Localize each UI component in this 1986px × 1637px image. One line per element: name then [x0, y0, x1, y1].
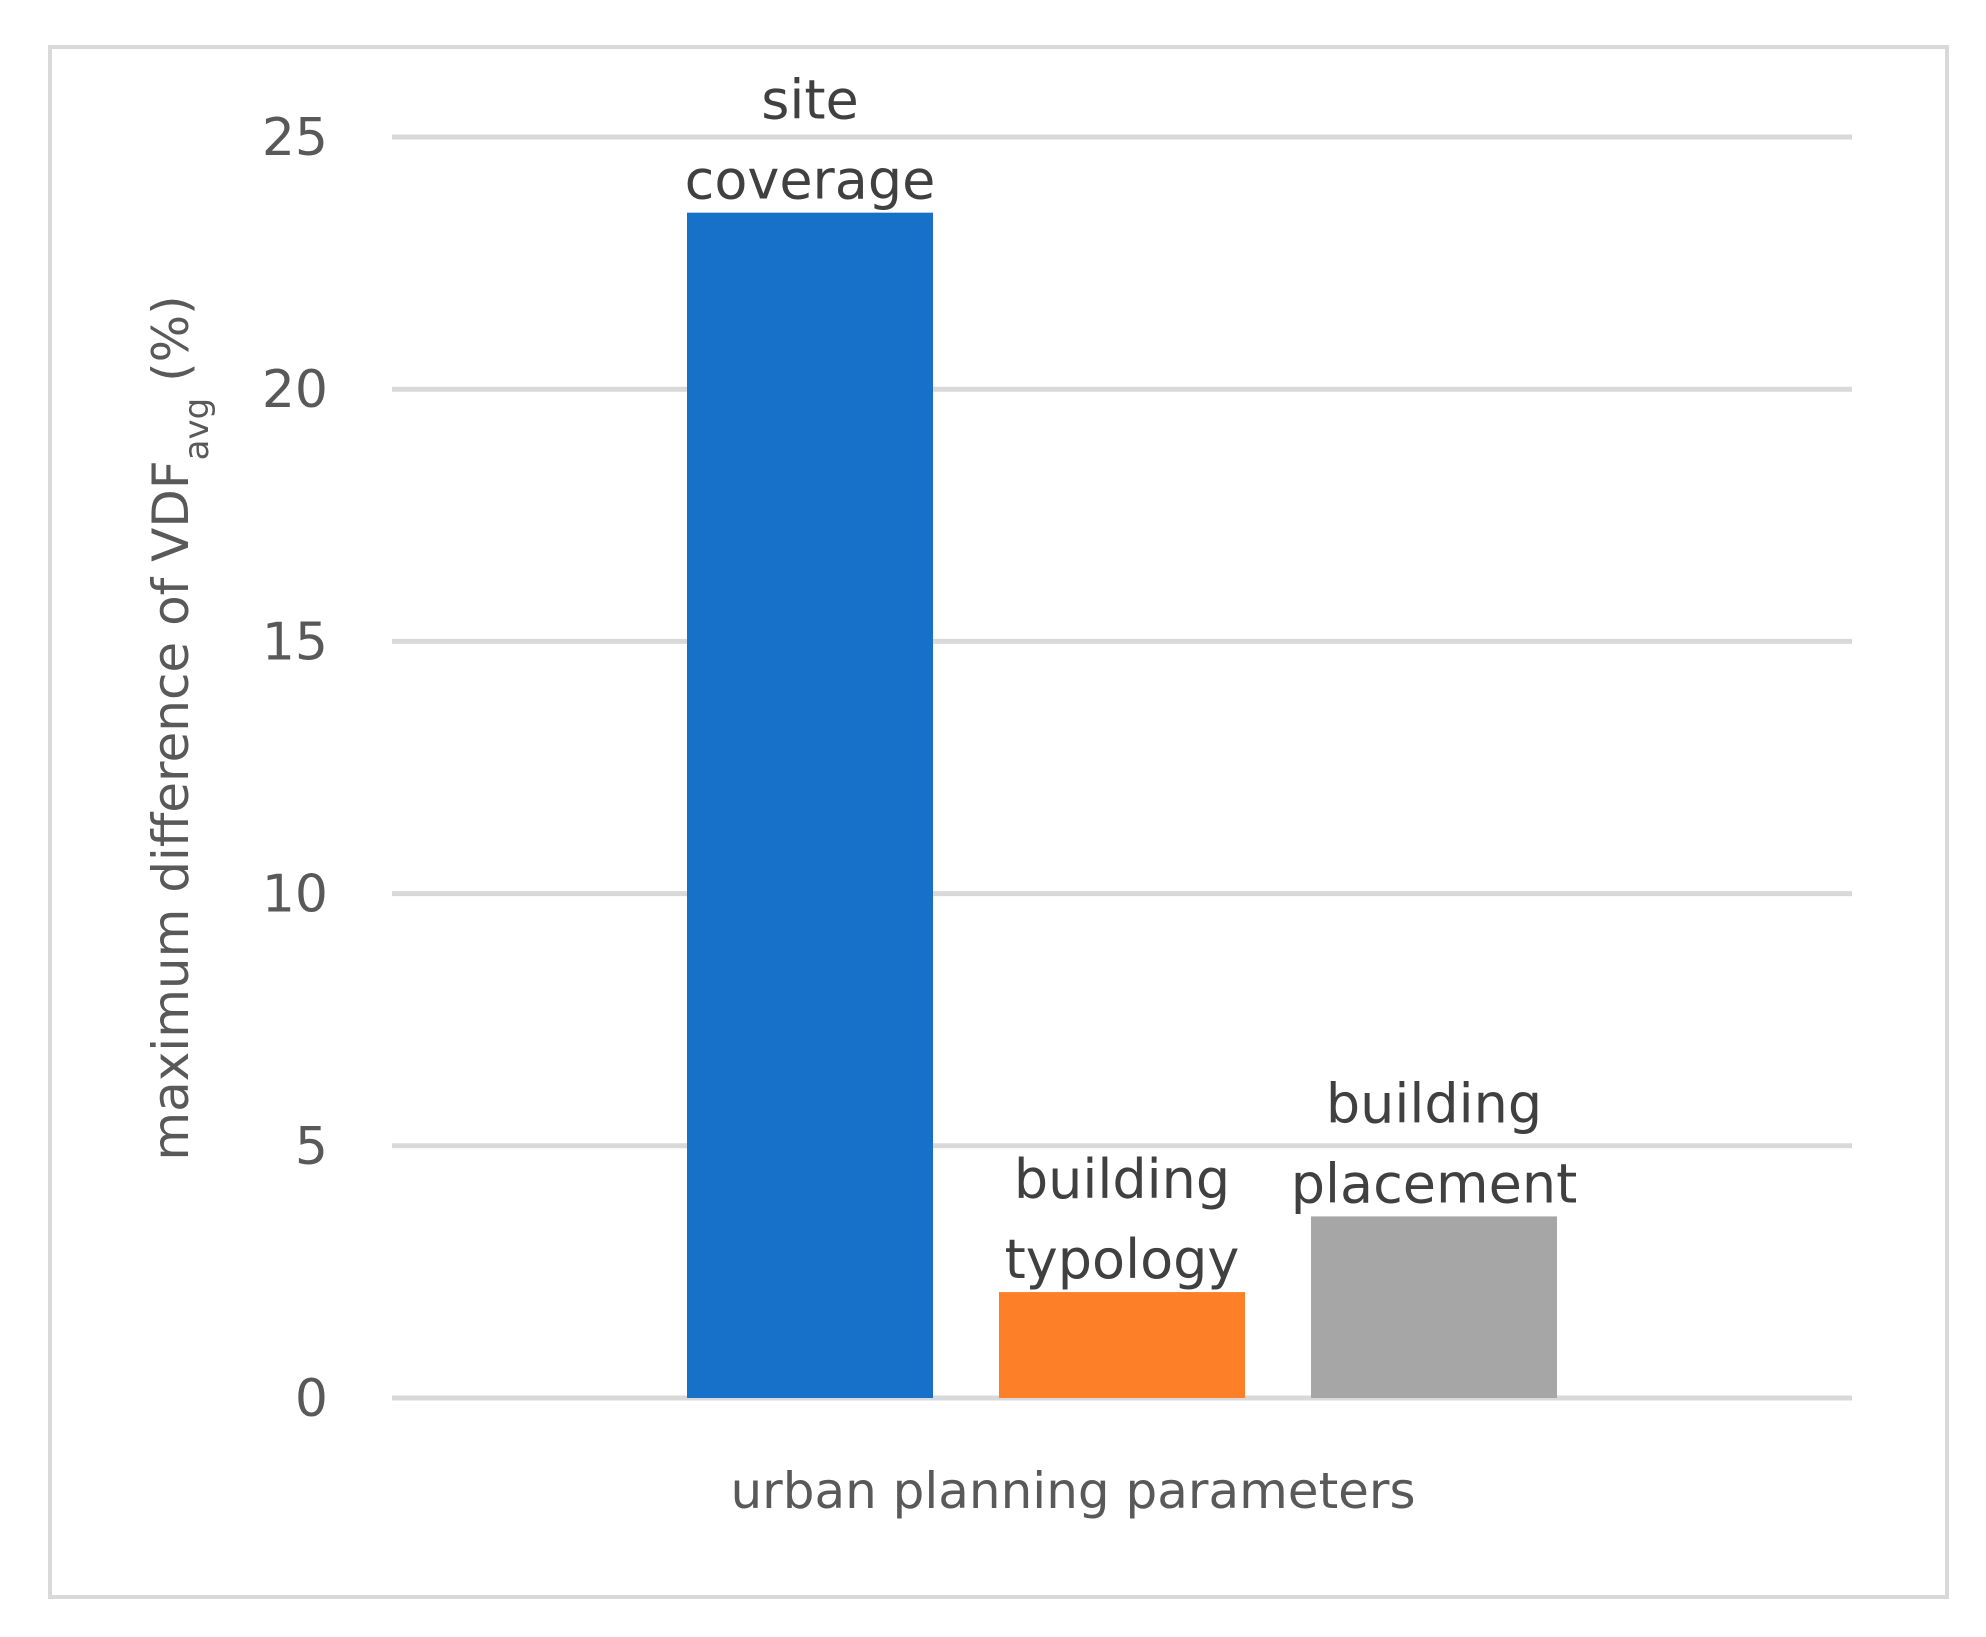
data-label-line: building — [1014, 1148, 1230, 1211]
gridlines — [392, 134, 1852, 1401]
chart-frame — [48, 45, 1949, 1599]
y-tick-label: 10 — [262, 865, 328, 925]
data-label-line: coverage — [685, 149, 936, 212]
y-tick-label: 5 — [295, 1117, 328, 1177]
y-axis-title-main: maximum difference of VDF — [142, 460, 200, 1160]
bar — [687, 212, 933, 1398]
data-label-line: typology — [1005, 1228, 1240, 1291]
data-label: site coverage — [685, 69, 936, 212]
y-axis-ticks: 0 5 10 15 20 25 — [262, 108, 328, 1429]
data-labels: site coverage building typology building plac… — [685, 69, 1578, 1291]
bar — [1311, 1216, 1557, 1398]
y-tick-label: 0 — [295, 1369, 328, 1429]
y-axis-title: maximum difference of VDFavg (%) — [142, 295, 217, 1160]
y-axis-title-unit: (%) — [142, 295, 200, 397]
data-label-line: building — [1326, 1072, 1542, 1135]
y-axis-title-subscript: avg — [177, 398, 217, 461]
y-tick-label: 20 — [262, 360, 328, 420]
data-label-line: site — [761, 69, 859, 132]
y-tick-label: 15 — [262, 612, 328, 672]
data-label-line: placement — [1291, 1152, 1578, 1215]
x-axis-title: urban planning parameters — [730, 1462, 1415, 1520]
bar — [999, 1292, 1245, 1398]
data-label: building placement — [1291, 1072, 1578, 1215]
data-label: building typology — [1005, 1148, 1240, 1291]
y-tick-label: 25 — [262, 108, 328, 168]
bars — [687, 212, 1557, 1398]
